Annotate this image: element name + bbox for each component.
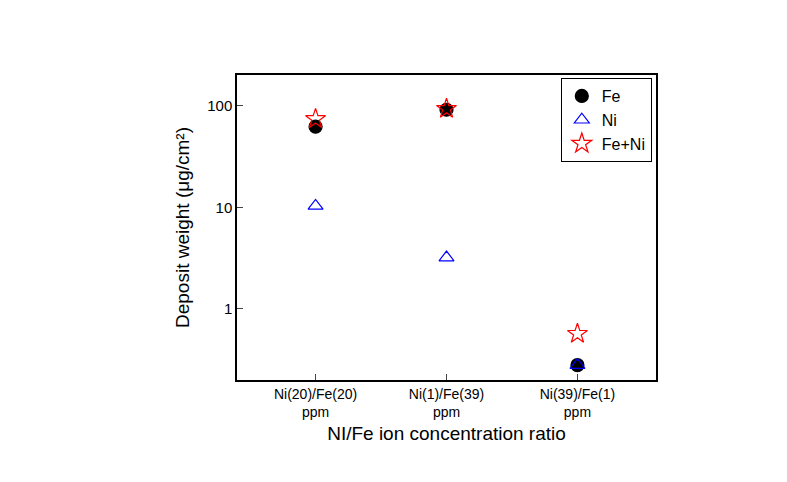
svg-text:100: 100 bbox=[207, 97, 232, 114]
svg-text:Deposit weight (μg/cm²): Deposit weight (μg/cm²) bbox=[172, 127, 193, 328]
svg-text:Fe+Ni: Fe+Ni bbox=[602, 136, 645, 153]
svg-text:10: 10 bbox=[216, 199, 233, 216]
svg-text:Fe: Fe bbox=[602, 88, 621, 105]
svg-text:Ni(1)/Fe(39)ppm: Ni(1)/Fe(39)ppm bbox=[409, 386, 484, 420]
svg-text:Ni(39)/Fe(1)ppm: Ni(39)/Fe(1)ppm bbox=[540, 386, 615, 420]
svg-text:Ni(20)/Fe(20)ppm: Ni(20)/Fe(20)ppm bbox=[274, 386, 357, 420]
svg-text:Ni: Ni bbox=[602, 112, 617, 129]
svg-text:1: 1 bbox=[224, 300, 232, 317]
svg-text:NI/Fe ion concentration ratio: NI/Fe ion concentration ratio bbox=[327, 423, 566, 444]
